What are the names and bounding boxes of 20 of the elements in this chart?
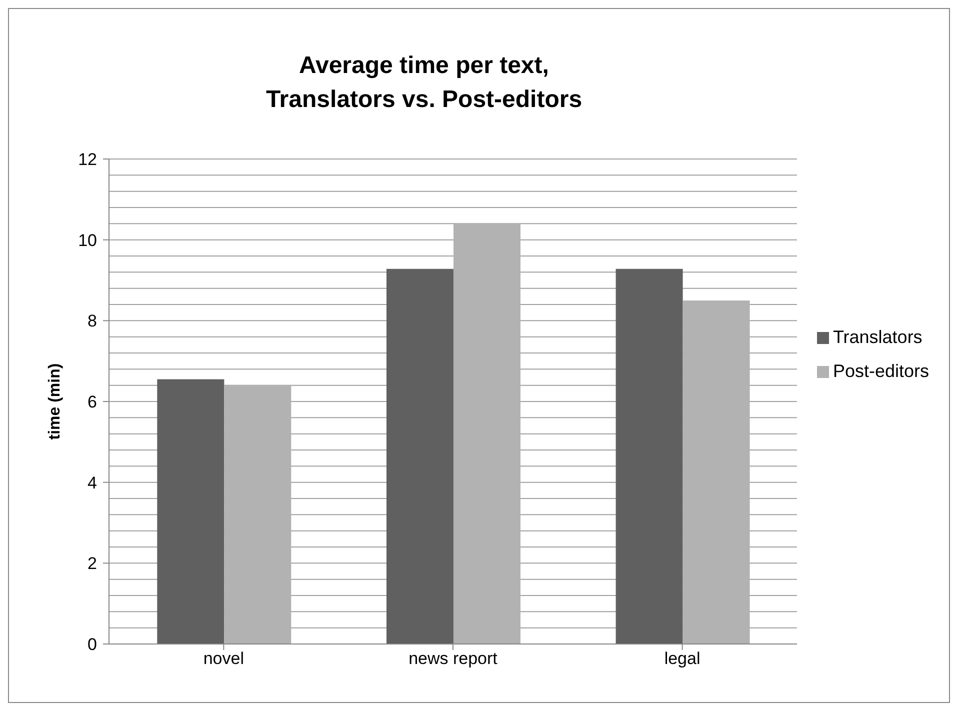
y-tick-label: 6: [88, 392, 97, 412]
y-tick-label: 0: [88, 634, 97, 654]
bar: [386, 268, 454, 644]
chart-title: Average time per text, Translators vs. Post-editors: [264, 51, 584, 115]
x-tick-label: novel: [203, 649, 244, 668]
legend-label: Translators: [832, 327, 922, 347]
y-tick-label: 2: [88, 554, 97, 574]
bar: [616, 268, 683, 644]
legend-label: Post-editors: [832, 361, 929, 381]
bar: [682, 300, 750, 644]
bar: [224, 384, 292, 644]
y-tick-label: 8: [88, 312, 97, 331]
bar: [157, 379, 224, 644]
x-tick-label: legal: [664, 649, 700, 668]
y-tick-label: 4: [88, 473, 97, 492]
y-tick-label: 10: [78, 230, 97, 250]
bar: [453, 223, 520, 644]
x-tick-label: news report: [408, 649, 498, 668]
y-axis-title: time (min): [46, 363, 64, 440]
y-tick-label: 12: [78, 150, 97, 169]
